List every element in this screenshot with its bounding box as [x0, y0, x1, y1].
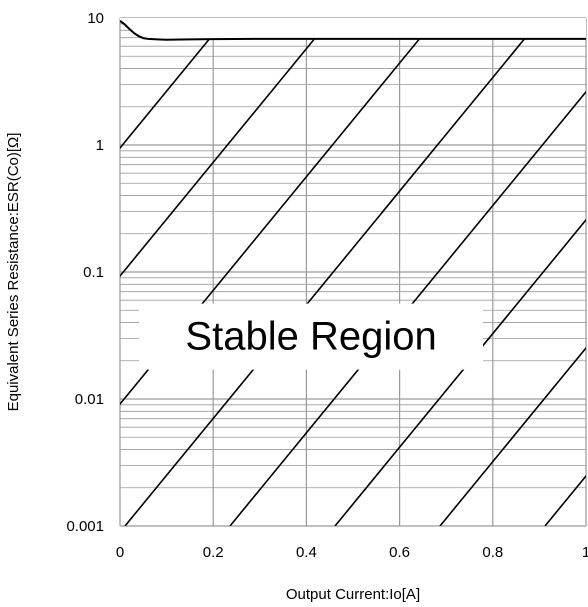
x-tick-label: 1 [582, 544, 588, 561]
series-layer [120, 20, 586, 41]
annotation-layer: Stable Region [139, 303, 484, 370]
y-tick-label: 0.001 [66, 518, 104, 535]
x-tick-label: 0 [116, 544, 124, 561]
unstable-region-hatching [120, 18, 586, 526]
y-tick-label: 10 [87, 10, 104, 27]
x-tick-label: 0.2 [203, 544, 224, 561]
hatch-line [334, 218, 586, 526]
x-tick-label: 0.6 [389, 544, 410, 561]
region-label-background [139, 303, 484, 370]
x-tick-labels: 0 0.2 0.4 0.6 0.8 1 [116, 544, 588, 561]
hatch-line [120, 18, 228, 150]
y-axis-title: Equivalent Series Resistance:ESR(Co)[Ω] [5, 133, 22, 412]
hatch-line [124, 18, 543, 526]
hatch-line [439, 346, 586, 526]
hatch-line [120, 18, 333, 278]
esr-limit-curve [120, 20, 586, 41]
stable-region-label: Stable Region [185, 315, 436, 359]
y-tick-label: 1 [96, 137, 104, 154]
hatch-line [229, 90, 586, 526]
y-tick-label: 0.01 [75, 391, 104, 408]
x-axis-title: Output Current:Io[A] [286, 586, 420, 603]
y-tick-label: 0.1 [83, 264, 104, 281]
x-tick-label: 0.4 [296, 544, 317, 561]
curve-cover [120, 18, 586, 40]
y-tick-labels: 0.001 0.01 0.1 1 10 [66, 10, 104, 535]
hatch-line [120, 18, 438, 406]
x-tick-label: 0.8 [482, 544, 503, 561]
